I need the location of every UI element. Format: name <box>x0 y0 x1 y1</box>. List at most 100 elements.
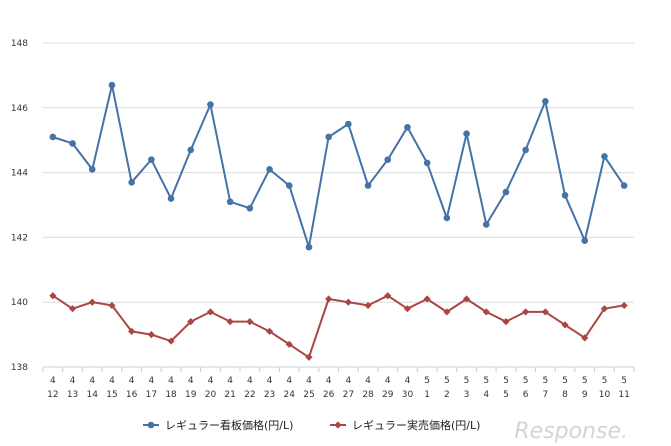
data-point <box>325 133 332 141</box>
data-point <box>305 353 313 361</box>
x-tick-label-day: 4 <box>483 390 489 400</box>
data-point <box>147 331 155 339</box>
data-point <box>265 327 274 335</box>
x-tick-label-day: 28 <box>362 390 374 400</box>
x-tick-label-day: 7 <box>542 390 548 400</box>
x-tick-label-month: 4 <box>247 376 253 386</box>
data-point <box>542 98 549 105</box>
x-tick-label-month: 4 <box>286 376 292 386</box>
x-tick-label-month: 4 <box>365 376 371 386</box>
x-tick-label-day: 16 <box>126 390 138 400</box>
legend-label: レギュラー看板価格(円/L) <box>165 418 293 432</box>
data-point <box>88 166 96 173</box>
x-tick-label-month: 4 <box>385 376 391 386</box>
x-tick-label-day: 25 <box>303 390 314 400</box>
legend-label: レギュラー実売価格(円/L) <box>352 418 480 432</box>
x-tick-label-month: 5 <box>503 376 509 386</box>
y-tick-label: 138 <box>11 363 28 373</box>
data-point <box>423 159 431 167</box>
data-point <box>600 305 609 313</box>
x-tick-label-month: 4 <box>267 376 273 386</box>
data-point <box>49 133 57 141</box>
x-tick-label-month: 4 <box>405 376 411 386</box>
data-point <box>384 292 392 300</box>
data-point <box>246 204 254 212</box>
data-point <box>108 301 116 310</box>
x-axis-ticks: 4124134144154164174184194204214224234244… <box>47 376 630 400</box>
data-point <box>226 318 234 326</box>
gridlines <box>43 42 634 303</box>
data-point <box>463 130 470 138</box>
data-point <box>128 179 135 186</box>
x-tick-label-day: 30 <box>402 390 414 400</box>
x-tick-label-day: 20 <box>205 390 217 400</box>
data-point <box>443 214 451 222</box>
x-tick-label-month: 4 <box>227 376 233 386</box>
data-point <box>403 305 412 313</box>
series-line <box>52 84 625 249</box>
data-point <box>404 123 411 131</box>
y-tick-label: 140 <box>11 298 28 308</box>
x-tick-label-day: 17 <box>146 390 157 400</box>
x-tick-label-day: 11 <box>618 390 629 400</box>
data-point <box>187 318 195 326</box>
watermark-logo: Response. <box>514 419 628 444</box>
y-axis-ticks: 138 140 142 144 146 148 <box>11 39 28 373</box>
x-tick-label-month: 4 <box>306 376 312 386</box>
data-point <box>561 191 569 199</box>
data-point <box>482 221 490 228</box>
data-point <box>502 188 510 196</box>
x-tick-label-day: 26 <box>323 390 335 400</box>
data-point <box>522 308 530 316</box>
data-point <box>364 301 372 310</box>
x-tick-label-month: 4 <box>89 376 95 386</box>
legend: レギュラー看板価格(円/L) レギュラー実売価格(円/L) <box>143 418 480 432</box>
x-tick-label-day: 21 <box>224 390 235 400</box>
data-point <box>561 321 569 329</box>
x-tick-label-month: 5 <box>444 376 450 386</box>
series-1 <box>49 81 628 251</box>
x-tick-label-day: 14 <box>87 390 99 400</box>
x-tick-label-day: 27 <box>343 390 354 400</box>
data-point <box>423 295 431 303</box>
x-tick-label-day: 3 <box>464 390 470 400</box>
data-point <box>167 195 175 202</box>
data-point <box>206 308 215 316</box>
data-point <box>482 308 490 316</box>
x-tick-label-month: 5 <box>424 376 430 386</box>
data-point <box>226 198 234 206</box>
data-point <box>502 318 510 326</box>
x-tick-label-month: 4 <box>109 376 115 386</box>
data-point <box>69 140 76 147</box>
x-tick-label-day: 2 <box>444 390 450 400</box>
x-tick-label-month: 5 <box>523 376 529 386</box>
x-tick-label-month: 4 <box>168 376 174 386</box>
x-tick-label-day: 29 <box>382 390 394 400</box>
data-point <box>285 340 293 348</box>
data-point <box>148 156 155 163</box>
x-tick-label-day: 5 <box>503 390 509 400</box>
x-tick-label-month: 5 <box>464 376 470 386</box>
series-layer <box>49 81 628 361</box>
x-tick-label-day: 22 <box>244 390 255 400</box>
y-tick-label: 146 <box>11 104 28 114</box>
data-point <box>285 182 293 189</box>
x-tick-label-month: 4 <box>70 376 76 386</box>
x-tick-label-day: 10 <box>599 390 611 400</box>
y-tick-label: 148 <box>11 39 28 49</box>
x-tick-label-day: 24 <box>284 390 296 400</box>
data-point <box>49 292 57 300</box>
data-point <box>246 318 254 326</box>
x-tick-label-month: 5 <box>621 376 627 386</box>
data-point <box>167 337 175 345</box>
data-point <box>581 237 589 244</box>
y-tick-label: 142 <box>11 233 28 243</box>
x-tick-label-day: 18 <box>165 390 177 400</box>
x-tick-label-day: 6 <box>523 390 529 400</box>
legend-item: レギュラー看板価格(円/L) <box>143 418 293 432</box>
x-tick-label-month: 5 <box>582 376 588 386</box>
legend-marker <box>147 421 155 429</box>
data-point <box>207 101 214 108</box>
x-tick-label-day: 8 <box>562 390 568 400</box>
